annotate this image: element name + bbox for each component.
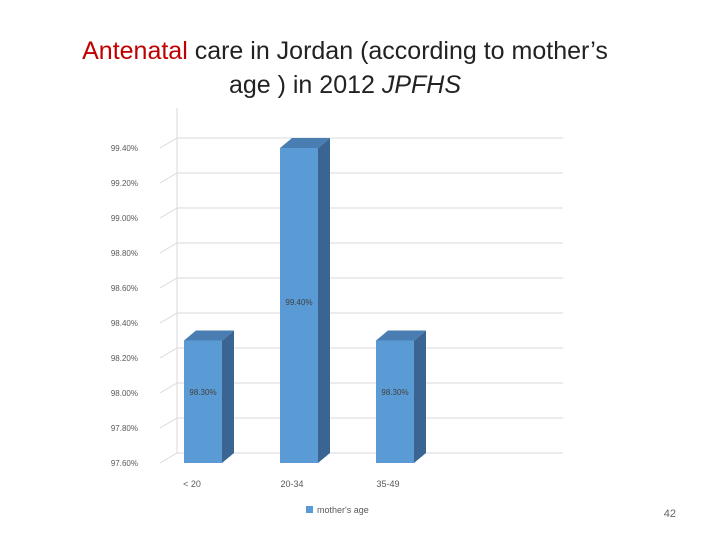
y-tick-label: 99.20%	[111, 179, 138, 188]
y-tick-label: 99.00%	[111, 214, 138, 223]
gridline-depth	[159, 452, 178, 464]
slide-number: 42	[663, 508, 676, 520]
y-tick-label: 98.60%	[111, 284, 138, 293]
gridline-depth	[159, 137, 178, 149]
bar	[376, 340, 414, 463]
gridline-depth	[159, 172, 178, 184]
gridline-depth	[159, 382, 178, 394]
gridline-depth	[159, 417, 178, 429]
legend-swatch	[306, 506, 313, 513]
bar-side	[318, 138, 330, 463]
x-tick-label: 20-34	[280, 479, 303, 489]
gridline-depth	[159, 242, 178, 254]
gridline-depth	[159, 347, 178, 359]
data-label: 99.40%	[285, 298, 312, 307]
y-tick-label: 97.80%	[111, 424, 138, 433]
gridline-depth	[159, 277, 178, 289]
bar-side	[222, 330, 234, 463]
y-tick-label: 98.20%	[111, 354, 138, 363]
x-tick-label: < 20	[183, 479, 201, 489]
bar-top	[376, 330, 426, 341]
y-tick-label: 99.40%	[111, 144, 138, 153]
legend-label: mother's age	[317, 505, 369, 515]
bar-side	[414, 330, 426, 463]
title-text: care in Jordan (according to mother’s ag…	[187, 37, 608, 99]
title-accent: Antenatal	[82, 37, 188, 65]
y-tick-label: 98.80%	[111, 249, 138, 258]
x-tick-label: 35-49	[376, 479, 399, 489]
bar-top	[280, 138, 330, 148]
y-tick-label: 98.40%	[111, 319, 138, 328]
y-tick-label: 98.00%	[111, 389, 138, 398]
gridline-depth	[159, 312, 178, 324]
y-tick-label: 97.60%	[111, 459, 138, 468]
bar	[184, 340, 222, 463]
bar	[280, 148, 318, 463]
gridline-depth	[159, 207, 178, 219]
title-source: JPFHS	[381, 71, 462, 99]
data-label: 98.30%	[189, 388, 216, 397]
slide-title: Antenatal care in Jordan (according to m…	[60, 34, 630, 102]
data-label: 98.30%	[381, 388, 408, 397]
bar-top	[184, 330, 234, 341]
